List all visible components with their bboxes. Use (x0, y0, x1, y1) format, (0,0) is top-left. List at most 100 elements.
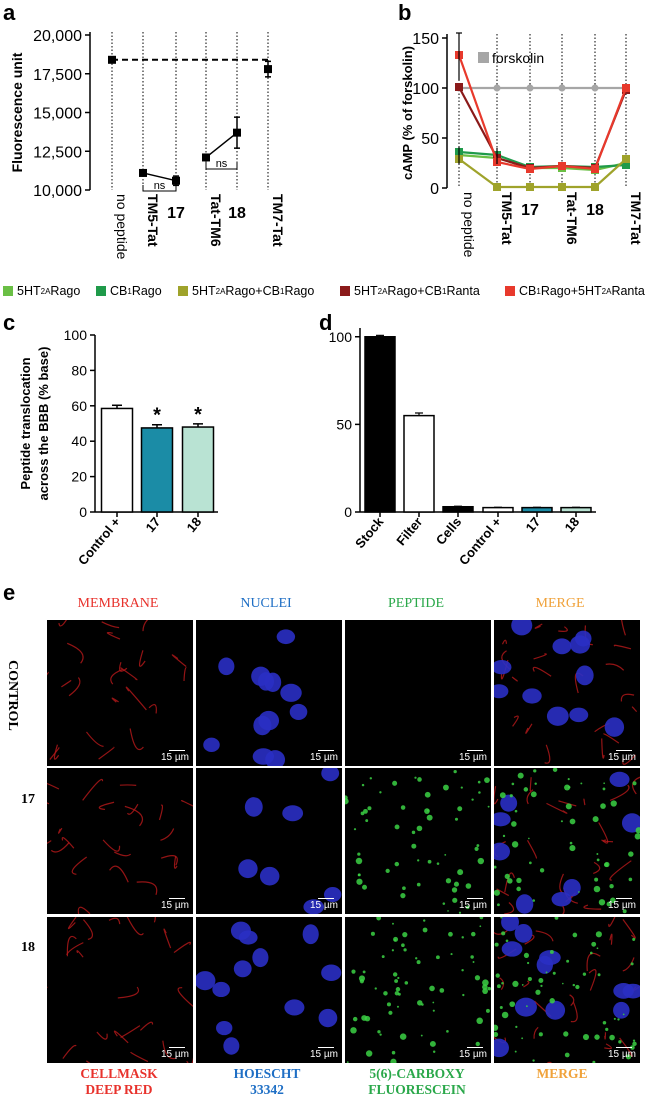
membrane-texture (98, 746, 115, 760)
peptide-texture (476, 1017, 483, 1025)
peptide-texture (564, 784, 571, 791)
peptide-texture (415, 957, 418, 960)
peptide-texture (465, 905, 470, 910)
peptide-texture (592, 1060, 596, 1063)
membrane-texture (598, 822, 609, 844)
peptide-texture (515, 1025, 518, 1028)
peptide-texture (606, 901, 612, 907)
peptide-texture (509, 1001, 516, 1008)
a-data-point (108, 55, 116, 64)
membrane-texture (631, 706, 638, 713)
d-y-tick-label: 0 (344, 504, 352, 520)
peptide-texture (596, 858, 600, 862)
peptide-texture (529, 861, 532, 865)
peptide-texture (563, 1031, 569, 1037)
a-y-tick-label: 17,500 (33, 67, 82, 84)
legend-text-sub: 2A (40, 286, 51, 296)
a-y-tick-label: 20,000 (33, 28, 82, 45)
nucleus-texture (321, 964, 342, 982)
scale-bar (318, 1046, 334, 1048)
peptide-texture (526, 961, 530, 965)
membrane-texture (183, 666, 187, 682)
nucleus-texture (514, 923, 533, 943)
peptide-texture (628, 877, 633, 882)
membrane-texture (526, 789, 534, 805)
b-data-point (558, 162, 566, 170)
b-x-tick-label: no peptide (461, 192, 477, 258)
col-foot-nuclei-line2: 33342 (250, 1082, 284, 1097)
micrograph-18-membrane: 15 µm (47, 917, 193, 1063)
panel-letter-b: b (398, 0, 412, 25)
a-ns-label: ns (216, 158, 228, 170)
peptide-texture (516, 877, 522, 884)
peptide-texture (416, 960, 421, 965)
b-y-tick-label: 50 (421, 131, 439, 148)
peptide-texture (632, 937, 636, 941)
membrane-texture (108, 917, 121, 925)
membrane-texture (124, 805, 144, 827)
membrane-texture (535, 930, 554, 942)
row-label-17: 17 (21, 792, 35, 807)
nucleus-texture (321, 768, 340, 782)
a-x-tick-label: 18 (228, 205, 246, 222)
micrograph-18-nuclei: 15 µm (196, 917, 342, 1063)
membrane-texture (71, 856, 88, 875)
legend-text-sub: 2A (215, 286, 226, 296)
peptide-texture (435, 955, 440, 960)
peptide-texture (362, 970, 366, 974)
micrograph-17-membrane: 15 µm (47, 768, 193, 914)
membrane-texture (604, 1043, 612, 1050)
membrane-texture (68, 677, 81, 697)
peptide-texture (532, 1059, 535, 1062)
membrane-texture (583, 798, 586, 806)
peptide-texture (487, 986, 491, 991)
membrane-texture (125, 686, 147, 711)
peptide-texture (569, 841, 573, 845)
peptide-texture (417, 859, 420, 862)
membrane-texture (66, 942, 84, 956)
peptide-texture (400, 893, 406, 899)
peptide-texture (592, 816, 599, 823)
peptide-texture (453, 881, 459, 887)
col-head-membrane: MEMBRANE (77, 596, 159, 611)
col-foot-peptide: 5(6)-CARBOXY FLUORESCEIN (342, 1066, 492, 1098)
membrane-texture (82, 778, 104, 801)
peptide-texture (448, 931, 453, 937)
peptide-texture (497, 903, 500, 907)
membrane-texture (620, 693, 635, 702)
peptide-texture (609, 1034, 615, 1041)
membrane-texture (120, 1025, 141, 1039)
peptide-texture (357, 873, 361, 877)
legend-text-rest: Rago+5HT (540, 284, 602, 298)
peptide-texture (549, 950, 554, 954)
membrane-texture (67, 917, 77, 930)
a-y-tick-label: 12,500 (33, 144, 82, 161)
legend-text-sub2: 2A (601, 286, 612, 296)
membrane-texture (66, 642, 84, 664)
peptide-texture (628, 851, 634, 857)
a-ns-label: ns (154, 180, 166, 192)
peptide-texture (417, 1000, 423, 1006)
peptide-texture (622, 909, 627, 914)
peptide-texture (353, 828, 357, 831)
peptide-texture (578, 891, 580, 893)
c-x-tick-label: 17 (143, 514, 164, 535)
peptide-texture (602, 1020, 607, 1025)
membrane-texture (148, 703, 157, 714)
peptide-texture (516, 886, 521, 892)
scale-label: 15 µm (161, 900, 189, 911)
peptide-texture (613, 1017, 616, 1020)
nucleus-texture (621, 813, 640, 833)
peptide-texture (482, 979, 489, 986)
b-data-point (526, 84, 534, 92)
scale-bar (169, 897, 185, 899)
nucleus-texture (233, 960, 252, 978)
nucleus-texture (500, 794, 518, 812)
legend-item: 5HT 2A Rago (3, 284, 80, 298)
nucleus-texture (545, 1000, 566, 1020)
peptide-texture (597, 973, 601, 977)
peptide-texture (501, 931, 506, 936)
peptide-texture (479, 917, 484, 920)
scale-label: 15 µm (459, 1049, 487, 1060)
membrane-texture (49, 747, 60, 760)
